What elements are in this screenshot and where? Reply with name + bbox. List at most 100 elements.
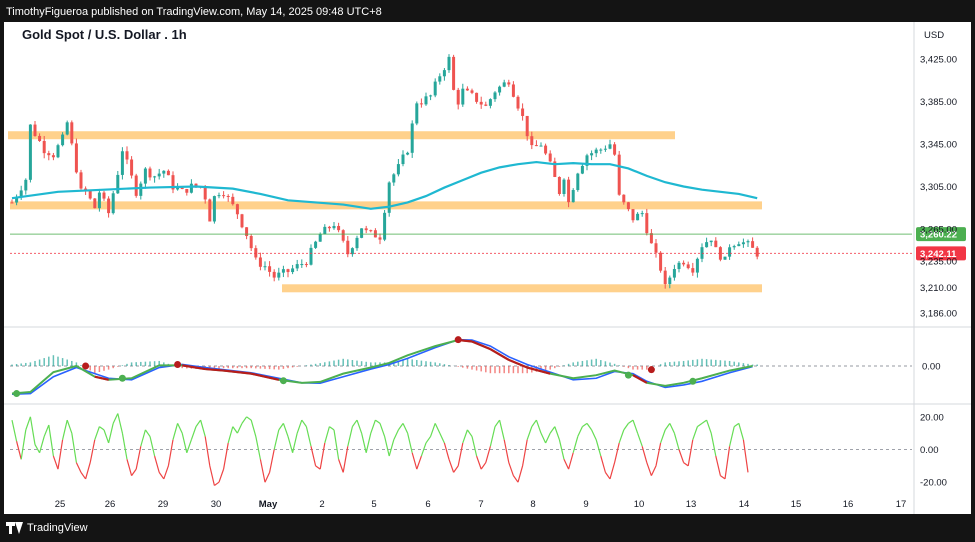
momentum-segment <box>338 459 344 473</box>
candle-body <box>631 209 635 221</box>
candle-body <box>235 204 239 215</box>
momentum-segment <box>94 426 100 440</box>
momentum-segment <box>57 439 64 470</box>
candle-body <box>332 225 336 229</box>
candle-body <box>557 176 561 194</box>
momentum-segment <box>223 442 229 470</box>
current-price-label: 3,260.22 <box>920 230 957 241</box>
momentum-segment <box>660 429 666 444</box>
candle-body <box>93 198 97 209</box>
momentum-segment <box>296 419 303 434</box>
momentum-segment <box>29 416 36 445</box>
candle-body <box>120 151 124 175</box>
momentum-segment <box>388 439 395 457</box>
time-tick-label: 14 <box>739 499 750 510</box>
momentum-tick-label: 20.00 <box>920 412 944 423</box>
price-tick-label: 3,385.00 <box>920 97 957 108</box>
candle-body <box>148 168 152 178</box>
momentum-segment <box>655 442 662 466</box>
candle-body <box>622 194 626 203</box>
momentum-segment <box>66 419 73 434</box>
candle-body <box>534 145 538 147</box>
momentum-segment <box>623 423 629 431</box>
candle-body <box>732 246 736 248</box>
candle-body <box>111 193 115 214</box>
candle-body <box>295 264 299 269</box>
momentum-segment <box>259 459 266 483</box>
tradingview-logo-icon <box>6 522 23 534</box>
momentum-segment <box>264 472 271 483</box>
momentum-segment <box>181 433 188 453</box>
candle-body <box>153 176 157 178</box>
price-tick-label: 3,210.00 <box>920 283 957 294</box>
momentum-segment <box>522 439 528 466</box>
candle-body <box>231 196 235 205</box>
momentum-segment <box>568 452 574 470</box>
candle-body <box>401 154 405 165</box>
momentum-segment <box>407 433 413 453</box>
candle-body <box>378 237 382 240</box>
candle-body <box>171 175 175 190</box>
momentum-segment <box>683 462 689 467</box>
candle-body <box>516 96 520 109</box>
momentum-segment <box>425 436 432 444</box>
momentum-segment <box>710 433 717 457</box>
momentum-segment <box>687 439 694 466</box>
candle-body <box>410 123 414 153</box>
momentum-segment <box>48 424 54 457</box>
candle-body <box>281 269 285 273</box>
price-tick-label: 3,265.00 <box>920 225 957 236</box>
momentum-segment <box>52 455 59 470</box>
footer-brand[interactable]: TradingView <box>6 517 88 539</box>
momentum-segment <box>416 455 422 470</box>
momentum-segment <box>669 423 675 434</box>
candle-body <box>479 101 483 105</box>
price-tick-label: 3,186.00 <box>920 309 957 320</box>
momentum-segment <box>190 426 197 440</box>
brand-label: TradingView <box>27 522 88 534</box>
candle-body <box>102 192 106 199</box>
candle-body <box>714 240 718 248</box>
candle-body <box>484 104 488 106</box>
candle-body <box>461 88 465 105</box>
candle-body <box>511 84 515 97</box>
momentum-segment <box>462 429 468 444</box>
momentum-segment <box>393 429 399 440</box>
momentum-segment <box>34 444 41 454</box>
candle-body <box>254 248 258 258</box>
momentum-segment <box>641 446 648 463</box>
oscillator-bear-segment <box>94 375 109 381</box>
candle-body <box>488 99 492 106</box>
momentum-segment <box>200 419 206 437</box>
candle-body <box>364 228 368 231</box>
momentum-segment <box>706 419 712 434</box>
momentum-segment <box>39 436 45 453</box>
candle-body <box>392 174 396 183</box>
candle-body <box>263 266 267 268</box>
candle-body <box>130 159 134 176</box>
momentum-segment <box>466 429 473 437</box>
oscillator-tick-label: 0.00 <box>922 362 941 373</box>
candle-body <box>544 145 548 154</box>
momentum-segment <box>485 446 491 463</box>
oscillator-bear-segment <box>526 366 551 375</box>
momentum-segment <box>62 419 68 440</box>
candle-body <box>470 90 474 93</box>
momentum-segment <box>439 432 445 444</box>
time-tick-label: 2 <box>319 499 324 510</box>
candle-body <box>603 148 607 150</box>
candle-body <box>304 264 308 266</box>
candle-body <box>498 86 502 93</box>
crossover-dot <box>13 390 21 398</box>
candle-body <box>663 270 667 285</box>
candle-body <box>203 186 207 200</box>
momentum-segment <box>135 446 142 470</box>
momentum-segment <box>614 442 620 463</box>
candle-body <box>755 247 759 257</box>
candle-body <box>502 82 506 87</box>
momentum-segment <box>85 462 91 480</box>
momentum-segment <box>117 413 123 434</box>
currency-label: USD <box>924 30 944 41</box>
time-tick-label: 8 <box>530 499 535 510</box>
